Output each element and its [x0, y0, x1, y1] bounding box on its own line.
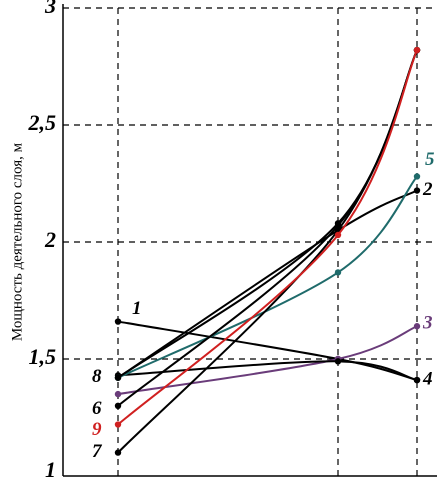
series-line: [117, 175, 418, 379]
series-line: [117, 49, 418, 426]
series-label: 8: [92, 366, 102, 387]
series-line: [117, 49, 418, 407]
point-marker: [413, 187, 421, 194]
y-tick-label: 1,5: [29, 344, 57, 369]
point-marker: [413, 376, 421, 384]
point-marker: [334, 358, 342, 365]
y-tick-label: 2,5: [28, 110, 57, 135]
point-marker: [413, 323, 421, 330]
point-marker: [413, 46, 421, 54]
point-marker: [114, 318, 122, 325]
series-label: 6: [92, 398, 102, 419]
series-label: 5: [425, 149, 435, 170]
y-tick-label: 3: [44, 0, 56, 18]
y-tick-label: 1: [45, 457, 56, 482]
series-label: 4: [422, 368, 433, 389]
point-marker: [114, 374, 122, 381]
point-marker: [114, 402, 122, 409]
y-tick-label: 2: [44, 227, 56, 252]
point-marker: [114, 421, 122, 428]
point-marker: [114, 449, 122, 456]
series-label: 3: [422, 313, 433, 334]
point-marker: [334, 220, 342, 227]
y-axis-title: Мощность деятельного слоя, м: [9, 142, 25, 341]
point-marker: [413, 173, 421, 180]
series-label: 2: [422, 179, 433, 200]
series-label: 9: [92, 419, 102, 440]
series-line: [117, 325, 418, 396]
point-marker: [114, 390, 122, 398]
point-marker: [334, 269, 342, 276]
series-label: 7: [92, 441, 103, 462]
point-marker: [334, 231, 342, 239]
series-line: [117, 49, 418, 454]
series-label: 1: [132, 298, 142, 319]
series-line: [117, 320, 418, 382]
